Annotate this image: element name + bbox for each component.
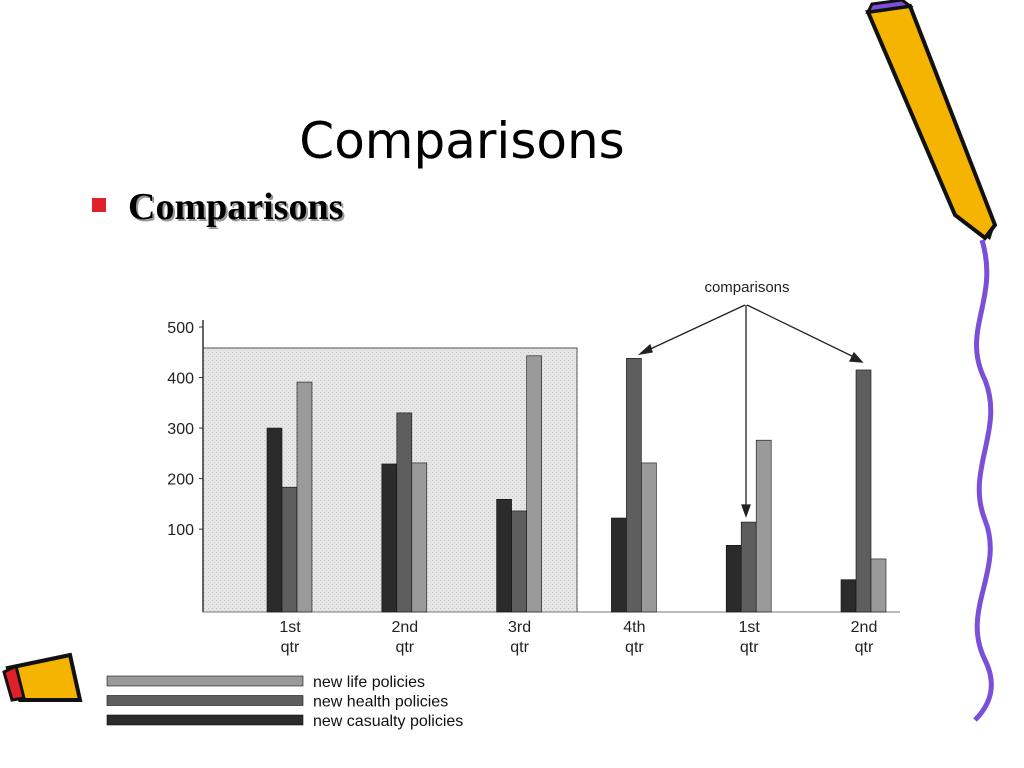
y-tick-label: 200	[167, 472, 194, 489]
bar	[496, 499, 512, 613]
bar	[755, 439, 772, 613]
pencil-bottom	[2, 652, 83, 702]
y-tick-label: 100	[167, 522, 194, 539]
x-tick-label: 2nd qtr	[391, 619, 419, 656]
slide-title: Comparisons	[299, 112, 624, 170]
bar	[840, 579, 857, 613]
legend-swatch	[106, 714, 304, 726]
bar	[396, 412, 413, 613]
legend-swatch	[106, 695, 304, 706]
x-tick-label: 3rd qtr	[508, 619, 532, 656]
bar	[411, 462, 428, 613]
bar	[626, 358, 642, 613]
x-tick-label: 1st qtr	[738, 619, 760, 656]
x-tick-label: 4th qtr	[623, 619, 646, 656]
x-tick-label: 2nd qtr	[850, 619, 878, 656]
bullet-text: Comparisons	[128, 186, 343, 228]
bar	[740, 521, 757, 613]
legend-label: new casualty policies	[313, 713, 463, 730]
annotation-arrows	[637, 304, 864, 518]
bar	[266, 427, 283, 613]
bar	[511, 510, 527, 613]
bar	[870, 558, 887, 613]
bar	[855, 369, 872, 613]
bullet-shadow: Comparisons	[130, 188, 345, 230]
legend-label: new health policies	[313, 694, 448, 711]
bar	[611, 517, 627, 613]
y-tick-label: 300	[167, 421, 194, 438]
y-tick-label: 500	[167, 320, 194, 337]
bar	[641, 462, 657, 613]
y-tick-label: 400	[167, 371, 194, 388]
legend-swatch	[106, 675, 304, 687]
annotation: comparisons	[704, 279, 789, 296]
bar	[381, 463, 398, 613]
pencil-top	[865, 0, 998, 241]
legend-label: new life policies	[313, 674, 425, 691]
decor-wave	[973, 239, 994, 722]
x-tick-label: 1st qtr	[279, 619, 301, 656]
bar	[281, 486, 298, 613]
bar	[296, 381, 313, 613]
bar	[725, 544, 742, 613]
bullet-marker	[92, 198, 106, 212]
bar	[526, 355, 542, 613]
